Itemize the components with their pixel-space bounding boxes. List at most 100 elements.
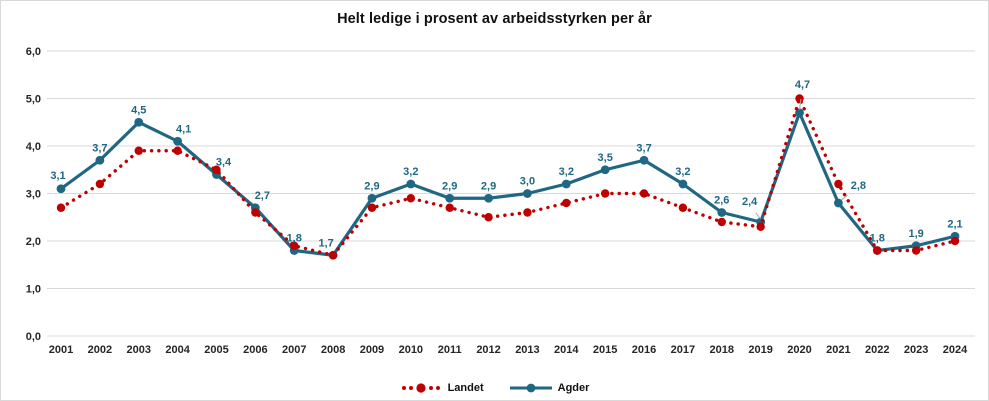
x-axis-year-label: 2023: [904, 344, 928, 356]
legend-item-landet: Landet: [400, 382, 484, 394]
data-point-landet: [95, 179, 105, 189]
data-label-agder: 3,1: [50, 170, 65, 182]
data-label-leader-line: [841, 194, 848, 201]
data-point-landet: [134, 146, 143, 155]
data-point-landet: [717, 217, 726, 227]
data-label-agder: 3,7: [636, 142, 651, 154]
data-label-agder: 2,9: [481, 180, 496, 192]
x-axis-year-label: 2013: [515, 344, 539, 356]
data-point-agder: [717, 208, 727, 217]
data-point-agder: [639, 155, 649, 165]
series-line-agder: [60, 111, 956, 257]
data-point-landet: [445, 203, 454, 212]
data-label-agder: 4,7: [795, 79, 810, 91]
legend-label-agder: Agder: [557, 382, 590, 394]
data-label-agder: 3,2: [559, 166, 574, 178]
x-axis-year-label: 2024: [943, 344, 968, 356]
chart-legend: Landet Agder: [1, 382, 988, 394]
data-point-landet: [834, 179, 843, 189]
x-axis-year-label: 2020: [787, 344, 811, 356]
x-axis-year-label: 2015: [593, 344, 617, 356]
data-point-landet: [290, 241, 299, 250]
x-axis-year-label: 2022: [865, 344, 889, 356]
data-point-landet: [406, 194, 416, 203]
x-axis-year-label: 2018: [710, 344, 734, 356]
y-axis-tick-label: 6,0: [26, 46, 41, 58]
data-point-landet: [678, 203, 688, 212]
x-axis-year-label: 2005: [204, 344, 228, 356]
data-point-agder: [523, 189, 532, 198]
data-point-landet: [950, 236, 960, 246]
data-point-landet: [484, 213, 493, 222]
x-axis-year-label: 2012: [476, 344, 500, 356]
data-label-agder: 1,8: [870, 233, 885, 245]
data-point-agder: [795, 108, 804, 118]
data-label-agder: 3,7: [92, 142, 107, 154]
y-axis-tick-label: 0,0: [26, 331, 41, 343]
data-point-agder: [367, 193, 377, 203]
data-label-leader-line: [799, 98, 802, 110]
data-point-agder: [95, 155, 105, 165]
series-line-landet: [59, 96, 957, 257]
data-label-agder: 3,5: [598, 152, 613, 164]
data-label-agder: 2,9: [442, 180, 457, 192]
x-axis-year-label: 2021: [826, 344, 850, 356]
x-axis-year-label: 2006: [243, 344, 267, 356]
x-axis-year-label: 2014: [554, 344, 579, 356]
data-point-agder: [600, 165, 610, 175]
data-point-agder: [173, 136, 183, 146]
data-point-landet: [212, 165, 221, 174]
x-axis-year-label: 2001: [49, 344, 73, 356]
landet-dotted-swatch-icon: [401, 383, 440, 393]
x-axis-year-label: 2003: [126, 344, 150, 356]
data-point-landet: [795, 94, 804, 103]
x-axis-year-label: 2016: [632, 344, 656, 356]
x-axis-year-label: 2009: [360, 344, 384, 356]
x-axis-year-label: 2011: [438, 344, 462, 356]
data-point-landet: [639, 189, 649, 198]
data-label-agder: 2,6: [714, 195, 729, 207]
data-point-agder: [833, 198, 843, 208]
data-point-landet: [600, 189, 610, 198]
x-axis-year-label: 2004: [165, 344, 190, 356]
y-axis-tick-label: 1,0: [26, 284, 41, 296]
data-point-landet: [911, 246, 921, 255]
y-axis-tick-label: 4,0: [26, 141, 41, 153]
legend-label-landet: Landet: [447, 382, 484, 394]
data-label-agder: 4,1: [176, 123, 191, 135]
agder-line-swatch-icon: [509, 383, 552, 393]
data-point-landet: [562, 198, 571, 208]
data-point-agder: [134, 117, 144, 127]
y-axis-tick-label: 3,0: [26, 189, 41, 201]
data-point-agder: [56, 184, 66, 194]
data-label-agder: 3,0: [520, 176, 535, 188]
data-point-agder: [561, 179, 571, 189]
chart-title: Helt ledige i prosent av arbeidsstyrken …: [337, 11, 652, 27]
data-point-landet: [251, 208, 260, 217]
data-point-landet: [56, 203, 66, 212]
data-point-landet: [756, 222, 765, 231]
data-label-agder: 4,5: [131, 104, 146, 116]
data-point-landet: [873, 246, 882, 255]
y-axis-tick-label: 2,0: [26, 236, 41, 248]
data-point-landet: [523, 208, 532, 217]
data-label-agder: 2,9: [364, 180, 379, 192]
data-point-landet: [328, 251, 338, 260]
x-axis-year-label: 2008: [321, 344, 345, 356]
x-axis-year-label: 2019: [748, 344, 772, 356]
data-label-agder: 2,7: [255, 190, 270, 202]
data-point-landet: [367, 203, 377, 212]
data-label-agder: 1,7: [318, 237, 333, 249]
data-label-agder: 3,4: [216, 157, 232, 169]
x-axis-year-label: 2002: [88, 344, 112, 356]
x-axis-year-label: 2007: [282, 344, 306, 356]
data-label-agder: 1,9: [908, 228, 923, 240]
x-axis-year-label: 2010: [399, 344, 423, 356]
data-label-agder: 2,4: [742, 196, 758, 208]
data-label-leader-line: [755, 212, 762, 220]
data-label-agder: 1,8: [287, 233, 302, 245]
data-label-agder: 2,1: [947, 218, 962, 230]
data-point-agder: [406, 179, 416, 189]
